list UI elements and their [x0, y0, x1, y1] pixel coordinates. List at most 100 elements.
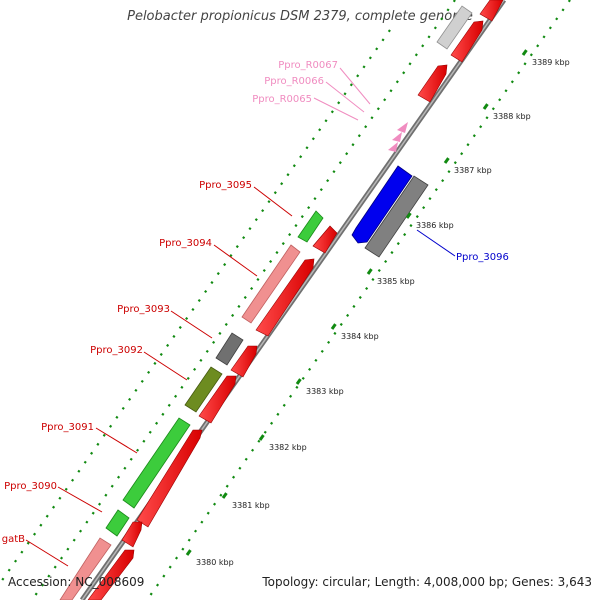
kbp-tick-mark [482, 103, 489, 110]
gene-gatb[interactable] [59, 537, 112, 600]
outer-track-dot [185, 316, 189, 321]
scale-dot [447, 170, 451, 174]
outer-track-dot [375, 47, 379, 51]
outer-track-dot [235, 245, 239, 249]
outer-track-dot [273, 191, 277, 195]
scale-dot [346, 313, 350, 317]
track-dot [218, 331, 222, 335]
outer-track-dot [299, 155, 303, 159]
cds-block[interactable] [255, 258, 315, 337]
track-dot [288, 233, 292, 237]
scale-dot [415, 215, 419, 219]
scale-dot [536, 44, 540, 48]
scale-dot [194, 529, 198, 533]
scale-dot [403, 233, 407, 237]
outer-track-dot [318, 128, 322, 132]
outer-track-dot [229, 254, 233, 258]
scale-dot [308, 367, 312, 371]
cds-block[interactable] [198, 375, 237, 424]
outer-track-dot [52, 505, 56, 509]
outer-track-dot [109, 424, 113, 428]
track-dot [60, 556, 64, 560]
label-ppro-3092[interactable]: Ppro_3092 [90, 345, 143, 356]
scale-dot [149, 592, 153, 596]
kbp-tick-label: 3386 kbp [416, 221, 454, 230]
outer-track-dot [197, 298, 201, 303]
scale-dot [257, 439, 261, 443]
track-dot [269, 259, 273, 264]
label-ppro-3090[interactable]: Ppro_3090 [4, 481, 57, 492]
cds-block[interactable] [87, 549, 135, 600]
track-dot [205, 349, 209, 353]
label-ppro-3093[interactable]: Ppro_3093 [117, 304, 170, 315]
scale-dot [561, 8, 565, 12]
gene-ppro-3095[interactable] [297, 210, 324, 243]
kbp-tick-mark [443, 157, 450, 164]
kbp-tick-label: 3383 kbp [306, 387, 344, 396]
outer-track-dot [330, 110, 334, 114]
outer-track-dot [1, 577, 5, 581]
gene-ppro-r0067[interactable] [397, 122, 408, 133]
scale-dot [422, 206, 426, 210]
label-gatb[interactable]: gatB [2, 534, 25, 545]
outer-track-dot [387, 29, 391, 33]
outer-track-dot [216, 272, 220, 276]
track-dot [446, 8, 450, 12]
outer-track-dot [26, 541, 30, 545]
label-ppro-3096[interactable]: Ppro_3096 [456, 252, 509, 263]
cds-block[interactable] [121, 521, 143, 548]
gene-ppro-r0065[interactable] [388, 142, 398, 152]
gene-ppro-3093[interactable] [215, 332, 244, 366]
scale-dot [327, 340, 331, 344]
cds-block[interactable] [136, 429, 203, 528]
scale-dot [377, 268, 381, 273]
track-dot [281, 242, 285, 246]
outer-track-dot [153, 361, 157, 365]
gene-ppro-3092[interactable] [184, 366, 223, 413]
scale-dot [523, 62, 527, 66]
track-dot [66, 547, 70, 551]
label-ppro-3095[interactable]: Ppro_3095 [199, 180, 252, 191]
scale-dot [339, 322, 343, 326]
track-dot [351, 143, 355, 147]
gene-ppro-3094[interactable] [241, 244, 301, 324]
cds-block[interactable] [230, 345, 258, 378]
scale-dot [200, 520, 204, 524]
cds-block[interactable] [479, 0, 504, 22]
gene-ppro-r0066[interactable] [392, 132, 402, 142]
cds-block[interactable] [450, 20, 484, 63]
scale-dot [206, 511, 210, 515]
scale-dot [276, 412, 280, 416]
track-dot [256, 277, 260, 282]
gene-top-light[interactable] [436, 5, 473, 50]
kbp-tick-label: 3384 kbp [341, 332, 379, 341]
track-dot [452, 0, 456, 3]
label-ppro-r0065[interactable]: Ppro_R0065 [252, 94, 312, 105]
label-ppro-r0067[interactable]: Ppro_R0067 [278, 60, 338, 71]
scale-dot [314, 358, 318, 362]
kbp-tick-label: 3389 kbp [532, 58, 570, 67]
kbp-tick-mark [521, 49, 528, 56]
track-dot [326, 179, 330, 183]
outer-track-dot [191, 307, 195, 312]
track-dot [319, 188, 323, 192]
track-dot [199, 358, 203, 362]
gene-ppro-3090[interactable] [105, 509, 130, 537]
gene-ppro-3091[interactable] [122, 417, 191, 509]
outer-track-dot [83, 460, 87, 464]
label-ppro-3091[interactable]: Ppro_3091 [41, 422, 94, 433]
scale-dot [460, 152, 464, 156]
gene-grey-reverse[interactable] [364, 175, 429, 258]
track-dot [123, 466, 127, 470]
cds-block[interactable] [312, 225, 338, 254]
kbp-tick-label: 3385 kbp [377, 277, 415, 286]
track-dot [79, 529, 83, 533]
label-ppro-3094[interactable]: Ppro_3094 [159, 238, 212, 249]
scale-dot [396, 242, 400, 246]
cds-block[interactable] [417, 64, 448, 103]
label-ppro-r0066[interactable]: Ppro_R0066 [264, 76, 324, 87]
gene-ppro-3096[interactable] [351, 165, 413, 244]
track-dot [300, 215, 304, 219]
track-dot [186, 376, 190, 380]
outer-track-dot [178, 325, 182, 330]
